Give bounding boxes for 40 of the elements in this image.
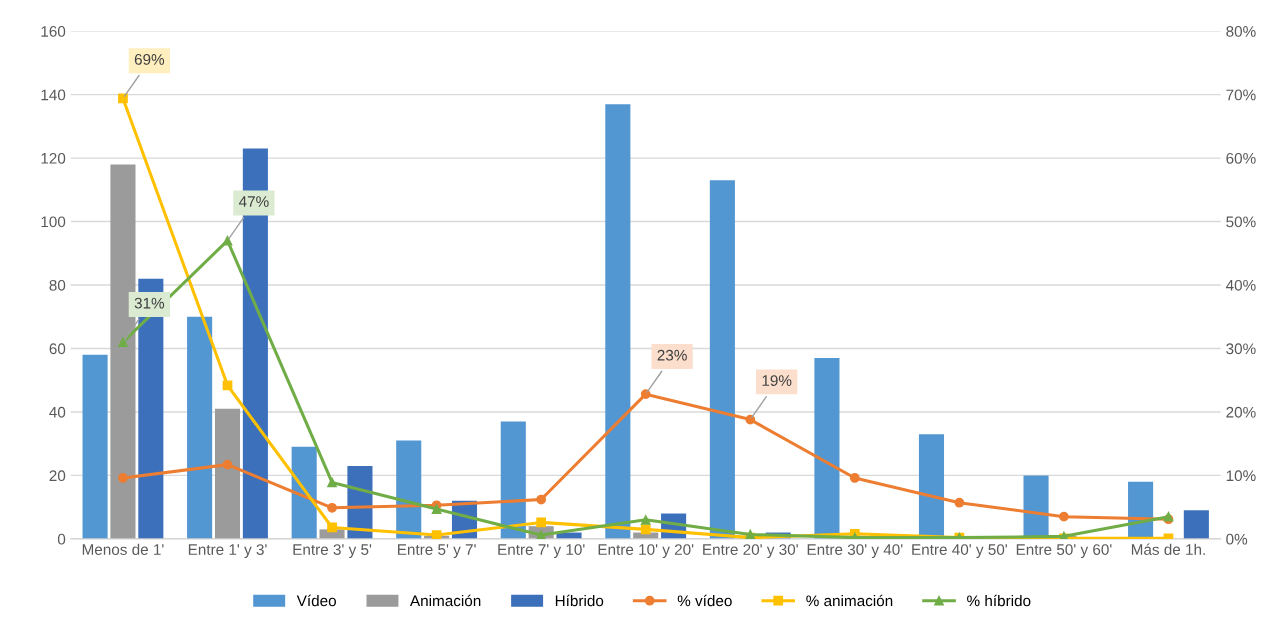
x-tick-label: Más de 1h. <box>1131 543 1205 555</box>
legend-label: Animación <box>409 594 481 607</box>
y2-tick-label: 80% <box>1226 26 1256 37</box>
y-tick-label: 0 <box>57 533 66 545</box>
y2-tick-label: 60% <box>1226 152 1256 164</box>
x-tick-label: Entre 1' y 3' <box>188 544 267 558</box>
y-tick-label: 120 <box>41 152 66 164</box>
x-tick-label: Entre 50' y 60' <box>1016 544 1112 558</box>
x-tick-label: Entre 30' y 40' <box>807 544 903 558</box>
y2-tick-label: 30% <box>1226 343 1256 355</box>
y-tick-label: 60 <box>49 343 66 355</box>
data-label: 19% <box>762 375 792 386</box>
y-tick-label: 40 <box>49 406 66 418</box>
legend-label: % animación <box>806 594 893 607</box>
x-tick-label: Entre 20' y 30' <box>703 544 798 558</box>
x-tick-label: Menos de 1' <box>82 543 164 555</box>
y2-tick-label: 50% <box>1226 216 1256 228</box>
y2-tick-label: 70% <box>1226 89 1256 101</box>
data-label: 31% <box>134 297 165 309</box>
x-tick-label: Entre 7' y 10' <box>498 544 585 558</box>
y2-tick-label: 10% <box>1226 470 1256 482</box>
legend-label: Híbrido <box>555 594 604 607</box>
y-tick-label: 100 <box>41 216 66 228</box>
x-tick-label: Entre 3' y 5' <box>293 544 372 558</box>
legend-label: Vídeo <box>296 594 336 607</box>
data-label: 47% <box>238 196 269 207</box>
y-tick-label: 140 <box>41 89 66 101</box>
legend-label: % vídeo <box>677 594 732 607</box>
data-label: 23% <box>657 349 687 361</box>
y-tick-label: 80 <box>49 279 66 291</box>
data-label: 69% <box>134 54 165 65</box>
legend-label: % híbrido <box>967 594 1031 607</box>
y2-tick-label: 40% <box>1225 279 1256 291</box>
y-tick-label: 20 <box>49 470 66 482</box>
x-tick-label: Entre 10' y 20' <box>598 544 694 558</box>
x-tick-label: Entre 40' y 50' <box>912 544 1007 558</box>
y2-tick-label: 0% <box>1226 533 1248 545</box>
y2-tick-label: 20% <box>1226 406 1256 418</box>
y-tick-label: 160 <box>41 26 66 37</box>
x-tick-label: Entre 5' y 7' <box>398 544 476 558</box>
